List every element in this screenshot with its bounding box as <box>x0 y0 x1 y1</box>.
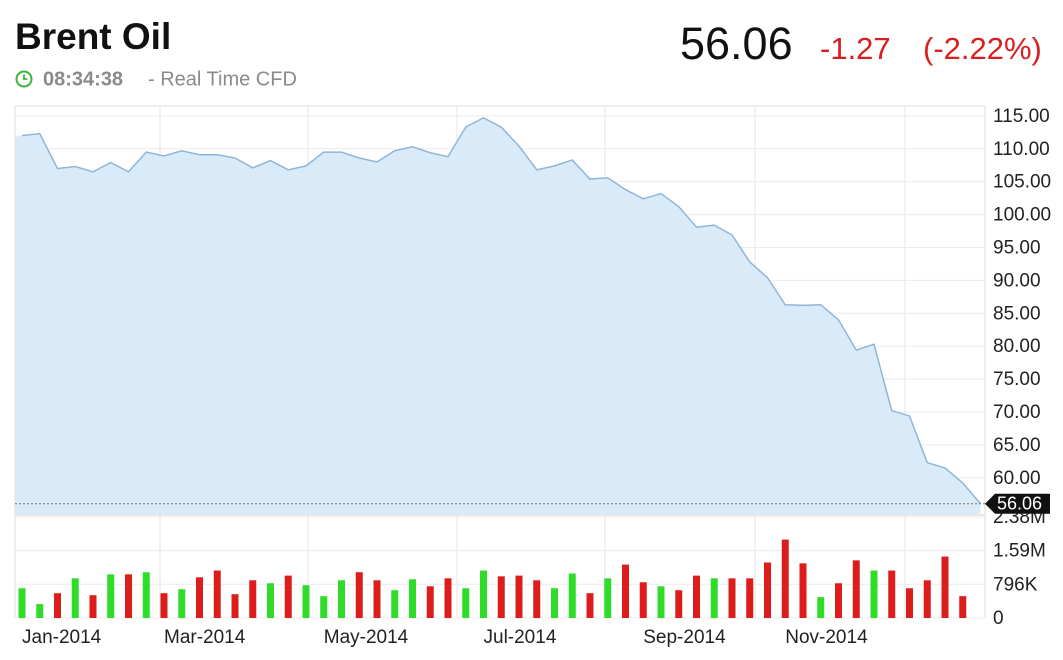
volume-bar <box>125 574 132 618</box>
volume-bar <box>515 575 523 618</box>
volume-bar <box>196 577 203 618</box>
y-tick-label: 110.00 <box>993 139 1050 160</box>
volume-bar <box>888 570 896 618</box>
volume-bar <box>320 596 328 618</box>
volume-bar <box>373 580 381 618</box>
current-price-tag <box>985 493 1050 514</box>
volume-bar <box>302 585 310 618</box>
y-tick-label: 85.00 <box>993 303 1041 324</box>
volume-bar <box>604 578 612 618</box>
last-price: 56.06 <box>680 18 793 69</box>
volume-bar <box>551 588 558 618</box>
volume-bar <box>693 575 700 618</box>
y-tick-label: 95.00 <box>993 237 1041 258</box>
current-price-label: 56.06 <box>997 493 1042 513</box>
x-tick-label: Jan-2014 <box>22 627 102 648</box>
volume-bar <box>852 560 860 618</box>
volume-bar <box>249 580 257 618</box>
volume-bar <box>54 593 61 618</box>
volume-bar <box>444 578 452 618</box>
volume-bar <box>781 539 789 618</box>
price-line <box>21 116 982 505</box>
volume-bar <box>639 582 647 618</box>
instrument-title: Brent Oil <box>15 16 171 57</box>
volume-bar <box>480 570 487 618</box>
volume-bar <box>586 593 594 618</box>
volume-bar <box>657 586 665 618</box>
volume-bar <box>71 578 79 618</box>
y-tick-label: 105.00 <box>993 172 1051 193</box>
volume-bar <box>355 572 363 618</box>
volume-bar <box>36 604 44 618</box>
volume-bar <box>835 583 842 618</box>
y-tick-label: 65.00 <box>993 435 1041 456</box>
volume-bar <box>142 572 150 618</box>
y-tick-label: 1.59M <box>993 541 1046 562</box>
volume-bar <box>764 562 771 618</box>
x-tick-label: May-2014 <box>324 627 409 648</box>
volume-bar <box>426 586 434 618</box>
volume-bar <box>18 588 26 618</box>
y-tick-label: 90.00 <box>993 270 1041 291</box>
y-tick-label: 796K <box>993 574 1038 595</box>
volume-bar <box>622 564 629 618</box>
quote-source: - Real Time CFD <box>148 68 297 90</box>
volume-bar <box>391 590 399 618</box>
volume-bar <box>906 588 913 618</box>
volume-bar <box>107 574 115 618</box>
volume-bar <box>941 556 949 618</box>
x-tick-label: Nov-2014 <box>785 627 868 648</box>
volume-bar <box>675 590 683 618</box>
volume-bar <box>160 593 168 618</box>
y-tick-label: 100.00 <box>993 205 1051 226</box>
volume-bar <box>870 570 878 618</box>
volume-bar <box>213 570 221 618</box>
price-change: -1.27 <box>820 31 891 66</box>
x-tick-label: Jul-2014 <box>484 627 557 648</box>
volume-bar <box>923 580 931 618</box>
volume-bar <box>746 578 754 618</box>
volume-bar <box>462 588 470 618</box>
volume-bar <box>817 597 825 618</box>
volume-bar <box>710 578 718 618</box>
volume-bar <box>284 575 292 618</box>
volume-bar <box>728 578 736 618</box>
quote-time: 08:34:38 <box>43 68 123 90</box>
volume-bar <box>959 596 967 618</box>
volume-bar <box>409 579 416 618</box>
volume-bar <box>568 573 576 618</box>
y-tick-label: 115.00 <box>993 106 1050 127</box>
volume-bar <box>533 580 541 618</box>
y-tick-label: 80.00 <box>993 336 1041 357</box>
volume-bar <box>231 594 239 618</box>
y-tick-label: 60.00 <box>993 468 1041 489</box>
x-tick-label: Mar-2014 <box>164 627 246 648</box>
volume-bar <box>178 589 186 618</box>
price-area <box>15 117 981 515</box>
clock-icon <box>15 70 33 88</box>
x-tick-label: Sep-2014 <box>643 627 726 648</box>
y-tick-label: 75.00 <box>993 369 1041 390</box>
volume-bar <box>338 580 345 618</box>
volume-bar <box>799 563 807 618</box>
volume-bar <box>497 576 505 618</box>
price-change-percent: (-2.22%) <box>923 31 1042 66</box>
volume-bar <box>267 583 274 618</box>
y-tick-label: 0 <box>993 608 1004 629</box>
y-tick-label: 70.00 <box>993 402 1041 423</box>
volume-bar <box>89 595 97 618</box>
